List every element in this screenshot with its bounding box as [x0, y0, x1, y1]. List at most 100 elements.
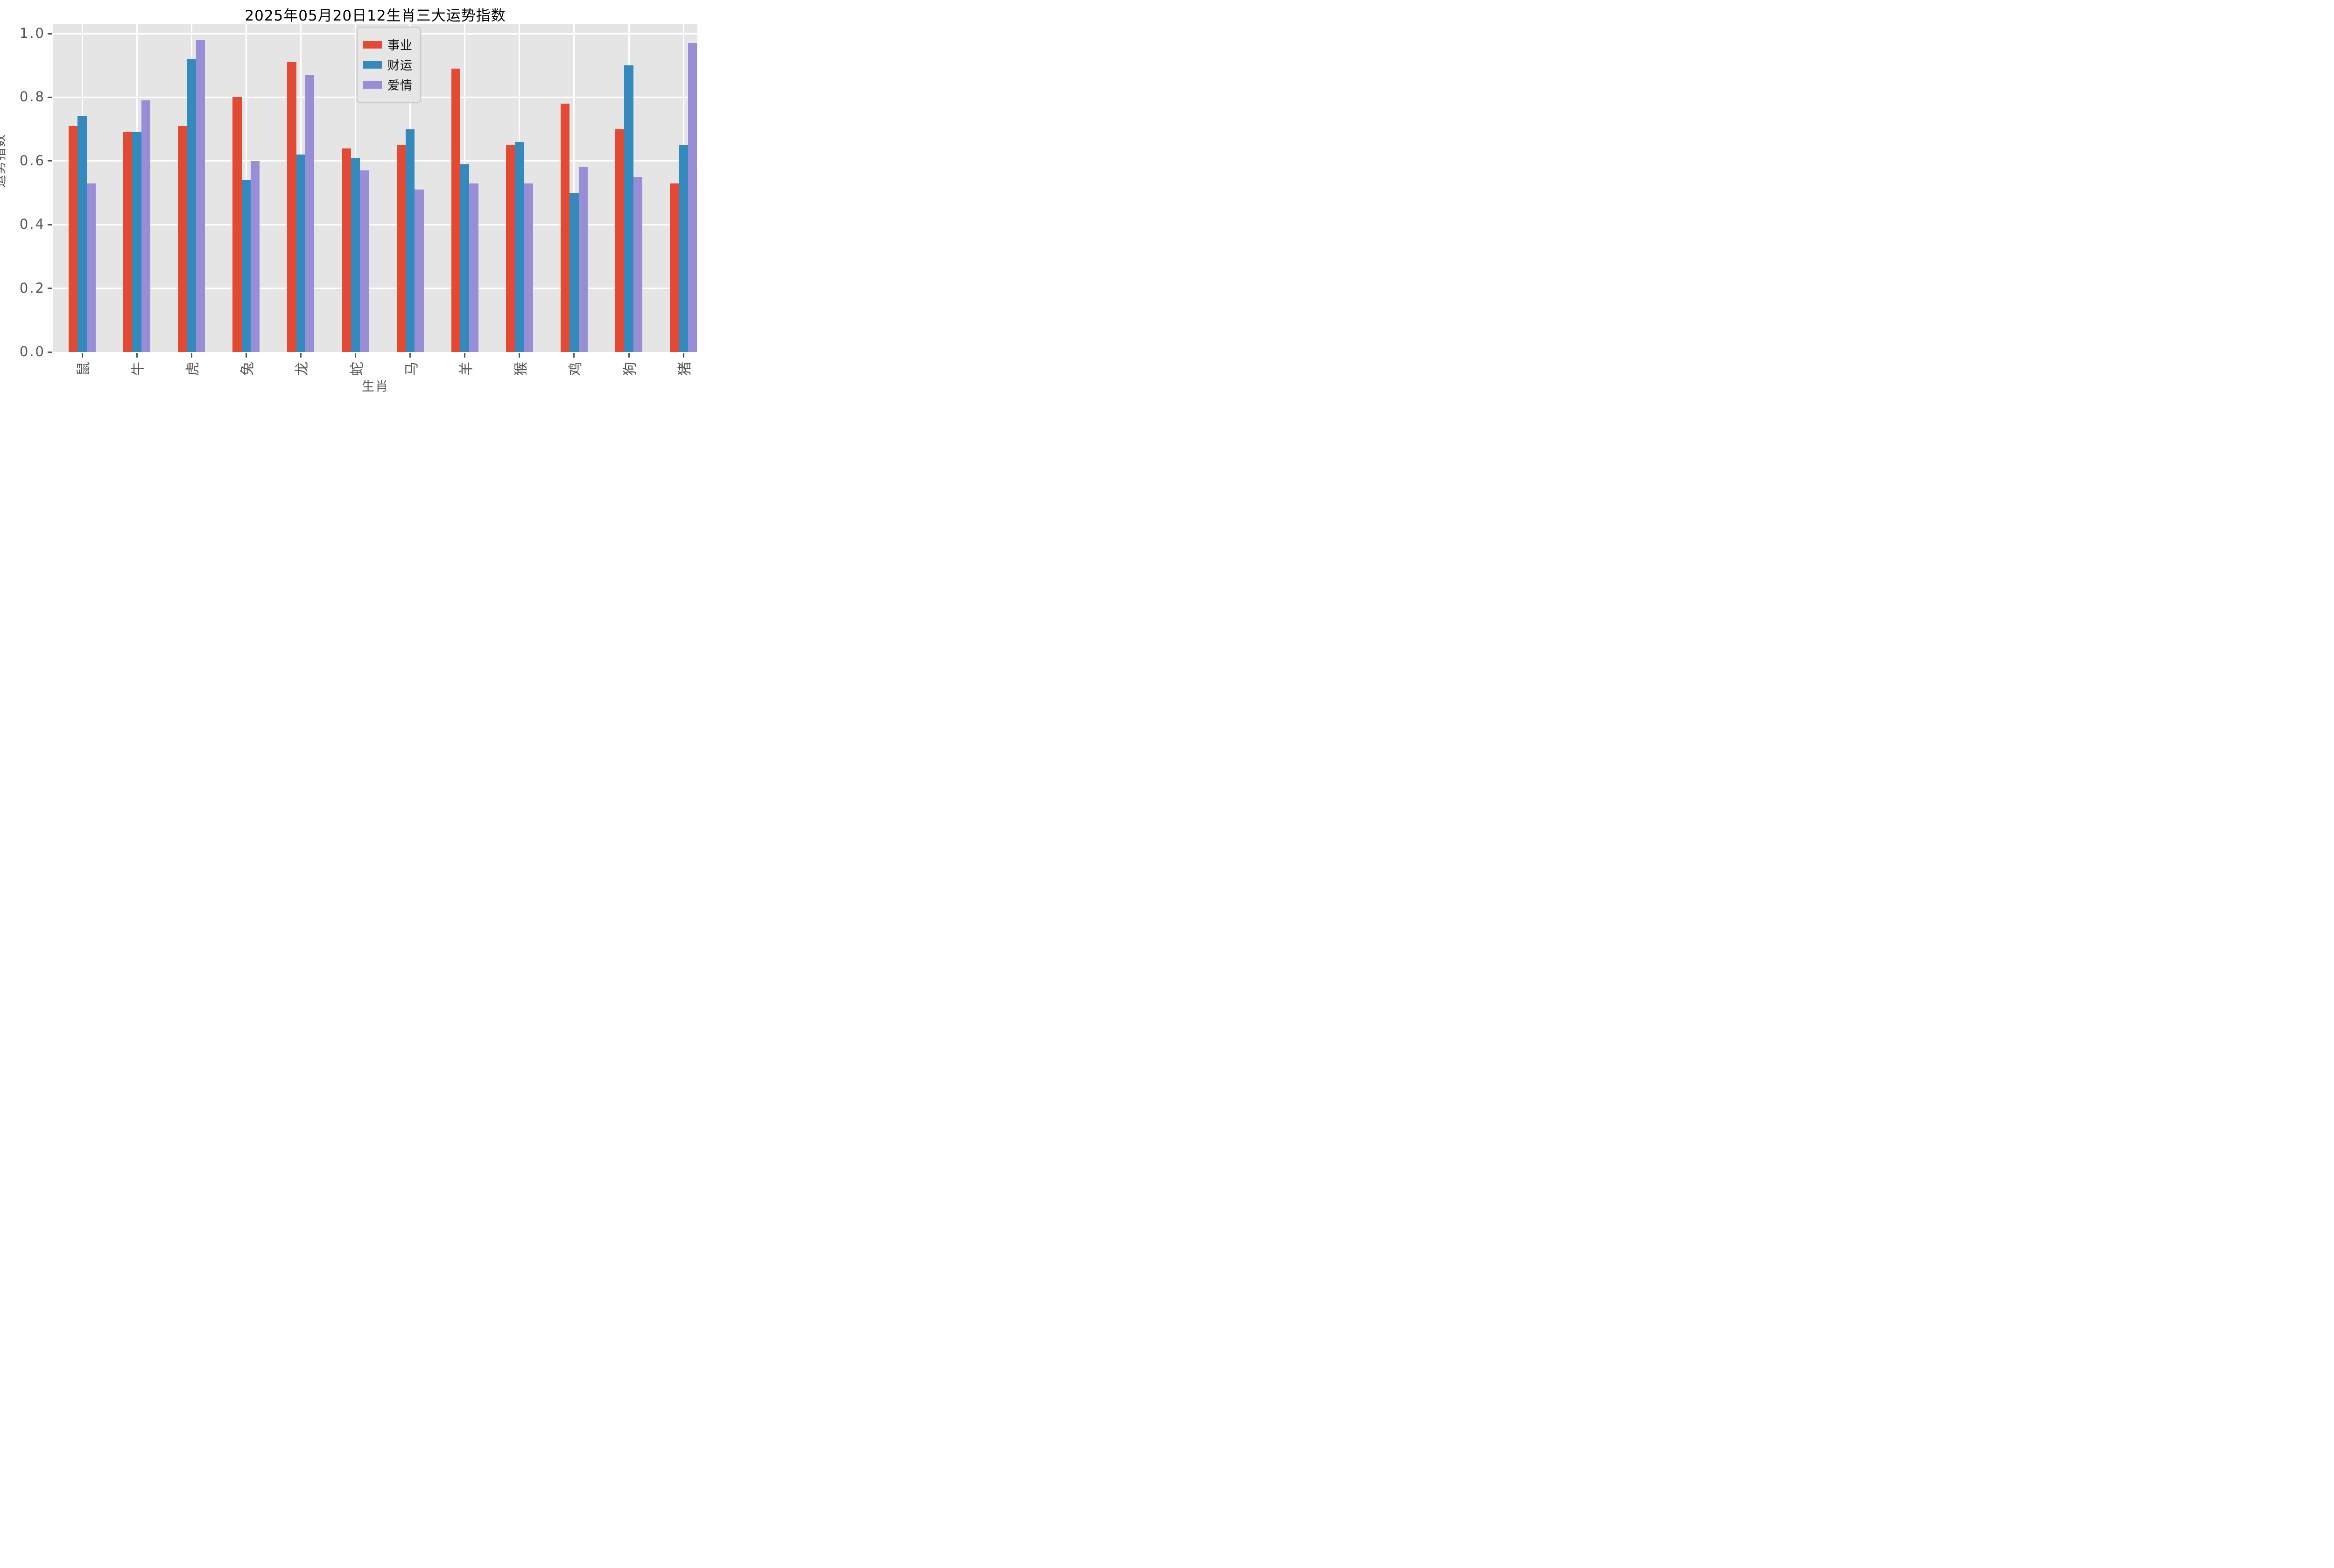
x-tick-label-羊: 羊 [456, 359, 475, 378]
bar-马-财运 [405, 129, 415, 352]
x-tick-text-狗: 狗 [622, 362, 639, 376]
y-tick-label-1.0: 1.0 [19, 25, 45, 41]
gridline-y-0.6 [53, 160, 697, 162]
chart-title: 2025年05月20日12生肖三大运势指数 [245, 7, 506, 24]
x-tick-mark-马 [409, 353, 411, 358]
x-tick-mark-龙 [300, 353, 302, 358]
gridline-y-0.2 [53, 288, 697, 289]
y-tick-label-0.2: 0.2 [19, 280, 45, 296]
bar-group-蛇 [342, 148, 369, 352]
y-tick-label-0.0: 0.0 [19, 344, 45, 359]
bar-虎-事业 [178, 126, 187, 352]
bar-狗-事业 [615, 129, 625, 352]
bar-牛-财运 [132, 132, 141, 352]
x-tick-text-羊: 羊 [458, 362, 475, 376]
legend-item-事业: 事业 [363, 36, 413, 53]
x-tick-label-兔: 兔 [237, 359, 256, 378]
bar-狗-爱情 [633, 177, 642, 352]
bar-蛇-事业 [342, 148, 351, 352]
bar-马-事业 [396, 145, 406, 352]
x-tick-label-牛: 牛 [127, 359, 147, 378]
bar-鼠-事业 [69, 126, 78, 352]
y-tick-label-0.8: 0.8 [19, 89, 45, 105]
bar-group-羊 [451, 69, 478, 352]
plot-area: 事业 财运 爱情 [53, 24, 697, 352]
legend-label-爱情: 爱情 [387, 79, 413, 93]
legend-swatch-爱情 [363, 81, 382, 89]
x-tick-mark-鸡 [573, 353, 575, 358]
gridline-y-0.4 [53, 224, 697, 225]
y-tick-mark-0.2 [48, 288, 52, 289]
y-tick-label-0.6: 0.6 [19, 152, 45, 169]
bar-鸡-事业 [560, 104, 570, 352]
bar-group-马 [396, 129, 424, 352]
bar-龙-财运 [296, 155, 306, 352]
legend-item-爱情: 爱情 [363, 76, 413, 93]
bar-group-鼠 [69, 116, 96, 352]
y-tick-label-0.4: 0.4 [19, 216, 45, 232]
x-tick-mark-牛 [136, 353, 138, 358]
bar-马-爱情 [415, 190, 424, 352]
y-tick-mark-0.8 [48, 96, 52, 98]
legend-swatch-事业 [363, 41, 382, 49]
x-tick-mark-猴 [519, 353, 520, 358]
x-tick-mark-蛇 [355, 353, 356, 358]
bar-group-猪 [670, 43, 697, 352]
x-tick-label-鸡: 鸡 [565, 359, 584, 378]
gridline-x-鸡 [573, 24, 575, 352]
x-tick-text-猴: 猴 [513, 362, 529, 376]
bar-龙-爱情 [305, 75, 315, 352]
x-tick-text-鸡: 鸡 [567, 362, 584, 376]
y-tick-mark-0.4 [48, 224, 52, 225]
x-tick-mark-羊 [464, 353, 466, 358]
bar-group-鸡 [560, 104, 588, 352]
x-tick-mark-兔 [245, 353, 247, 358]
legend-item-财运: 财运 [363, 56, 413, 73]
bar-group-虎 [178, 40, 205, 352]
bar-虎-财运 [187, 59, 196, 352]
x-tick-text-猪: 猪 [677, 362, 694, 376]
bar-羊-事业 [451, 69, 461, 352]
legend-label-事业: 事业 [387, 39, 413, 53]
x-tick-mark-鼠 [81, 353, 83, 358]
bar-group-猴 [506, 142, 533, 352]
x-tick-mark-狗 [628, 353, 630, 358]
legend: 事业 财运 爱情 [357, 27, 422, 103]
x-tick-text-马: 马 [403, 362, 420, 376]
bar-鸡-爱情 [578, 167, 588, 352]
bar-牛-爱情 [141, 100, 151, 352]
x-tick-label-马: 马 [401, 359, 420, 378]
bar-鼠-爱情 [86, 183, 96, 352]
x-tick-label-虎: 虎 [182, 359, 201, 378]
x-tick-text-兔: 兔 [239, 362, 256, 376]
bar-龙-事业 [287, 62, 296, 352]
legend-swatch-财运 [363, 61, 382, 69]
x-tick-text-虎: 虎 [185, 362, 202, 376]
bar-鼠-财运 [77, 116, 87, 352]
legend-label-财运: 财运 [387, 59, 413, 73]
bar-狗-财运 [624, 65, 633, 352]
bar-猴-爱情 [524, 183, 533, 352]
bar-虎-爱情 [196, 40, 205, 352]
bar-蛇-爱情 [360, 170, 369, 352]
bar-兔-财运 [241, 180, 251, 352]
x-tick-label-龙: 龙 [291, 359, 310, 378]
bar-鸡-财运 [569, 193, 579, 352]
bar-蛇-财运 [351, 158, 360, 352]
bar-羊-爱情 [469, 183, 478, 352]
bar-兔-爱情 [250, 161, 260, 352]
x-tick-mark-猪 [682, 353, 684, 358]
bar-猴-财运 [515, 142, 524, 352]
bar-猴-事业 [506, 145, 515, 352]
x-tick-mark-虎 [190, 353, 192, 358]
x-tick-label-猴: 猴 [510, 359, 529, 378]
x-tick-label-蛇: 蛇 [346, 359, 366, 378]
bar-group-兔 [232, 97, 260, 352]
x-tick-label-狗: 狗 [619, 359, 639, 378]
x-tick-text-鼠: 鼠 [76, 362, 92, 376]
y-tick-mark-0.0 [48, 351, 52, 353]
bar-group-狗 [615, 65, 642, 352]
x-tick-text-龙: 龙 [294, 362, 311, 376]
bar-group-牛 [123, 100, 151, 352]
x-tick-label-猪: 猪 [674, 359, 693, 378]
